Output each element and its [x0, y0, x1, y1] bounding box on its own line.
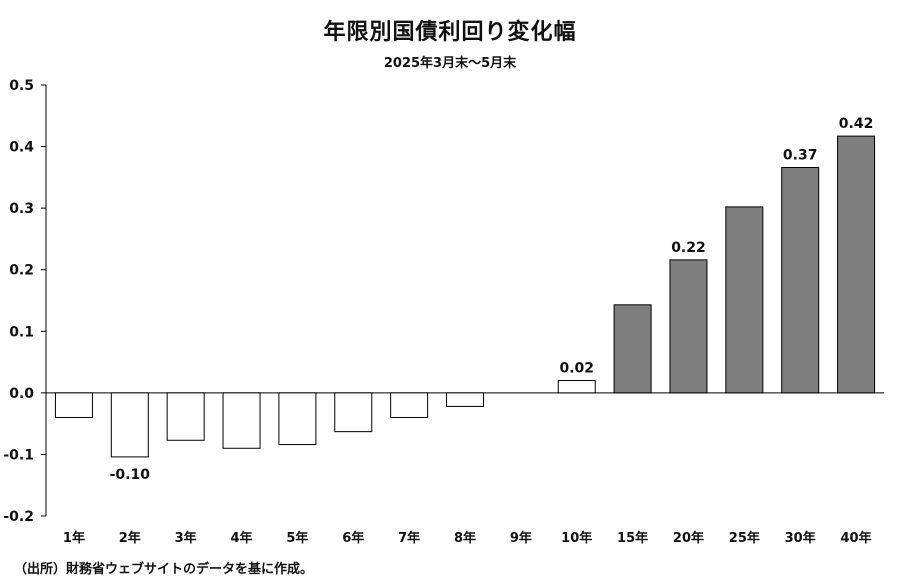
x-category-label: 20年	[673, 530, 704, 546]
x-category-label: 15年	[617, 530, 648, 546]
y-tick-label: 0.1	[9, 324, 34, 340]
data-label: 0.02	[559, 361, 594, 377]
bar	[613, 304, 652, 394]
x-category-label: 9年	[510, 530, 532, 546]
bar	[166, 392, 205, 441]
y-tick-label: -0.2	[3, 509, 34, 525]
bar	[781, 167, 820, 394]
bar	[725, 206, 764, 394]
x-category-label: 40年	[841, 530, 872, 546]
x-category-label: 25年	[729, 530, 760, 546]
bar	[446, 392, 484, 407]
y-tick-label: 0.0	[9, 386, 34, 402]
x-category-label: 5年	[286, 530, 308, 546]
bar	[278, 392, 317, 446]
bar	[557, 380, 596, 394]
bar	[669, 259, 708, 394]
x-category-label: 4年	[231, 530, 253, 546]
chart-title: 年限別国債利回り変化幅	[323, 20, 577, 45]
y-tick-label: 0.5	[9, 78, 34, 94]
bar	[222, 392, 261, 449]
x-category-label: 8年	[454, 530, 476, 546]
y-tick-label: 0.2	[9, 263, 34, 279]
chart-subtitle: 2025年3月末～5月末	[383, 56, 517, 71]
bar	[334, 392, 373, 433]
x-category-label: 2年	[119, 530, 141, 546]
y-tick-label: -0.1	[3, 447, 34, 463]
x-category-label: 7年	[398, 530, 420, 546]
bar	[110, 392, 149, 458]
y-tick-label: 0.4	[9, 140, 34, 156]
bar	[837, 135, 876, 394]
x-category-label: 10年	[561, 530, 592, 546]
bar	[390, 392, 429, 418]
source-note: （出所）財務省ウェブサイトのデータを基に作成。	[14, 562, 314, 577]
bar	[54, 392, 93, 418]
data-label: -0.10	[110, 467, 151, 483]
data-label: 0.37	[783, 148, 818, 164]
x-category-label: 30年	[785, 530, 816, 546]
x-category-label: 6年	[342, 530, 364, 546]
data-label: 0.22	[671, 240, 706, 256]
data-label: 0.42	[839, 116, 874, 132]
x-category-label: 1年	[63, 530, 85, 546]
y-tick-label: 0.3	[9, 201, 34, 217]
x-category-label: 3年	[175, 530, 197, 546]
